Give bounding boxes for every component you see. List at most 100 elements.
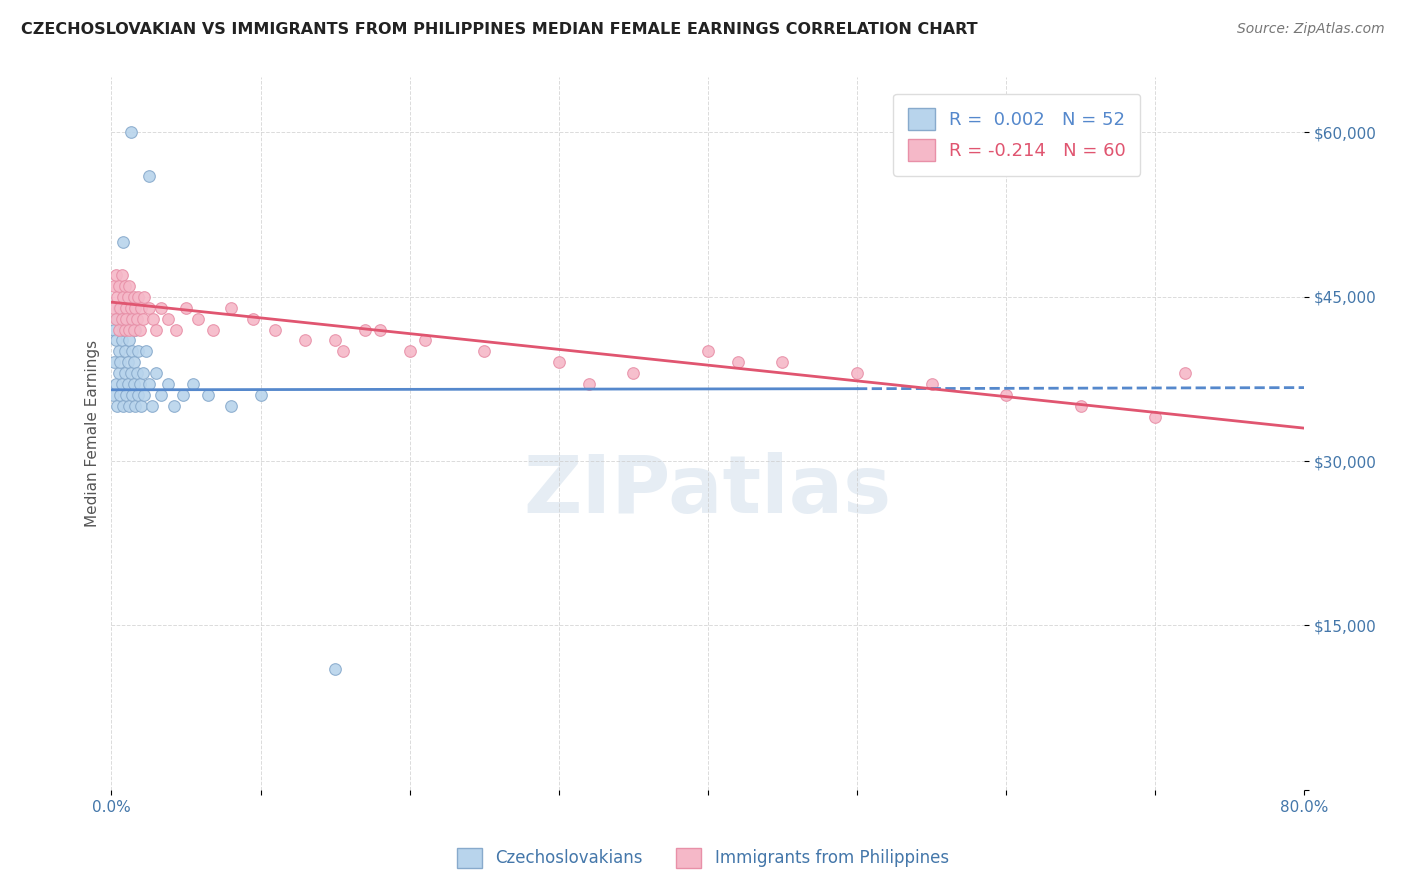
Point: [134, 388, 156, 402]
Point: [104, 268, 127, 282]
Point: [122, 290, 145, 304]
Point: [249, 388, 271, 402]
Point: [1174, 367, 1197, 381]
Point: [172, 388, 194, 402]
Point: [332, 344, 354, 359]
Point: [101, 301, 124, 315]
Point: [770, 355, 793, 369]
Point: [323, 334, 346, 348]
Point: [138, 377, 160, 392]
Point: [149, 301, 172, 315]
Point: [145, 322, 167, 336]
Point: [111, 334, 134, 348]
Point: [846, 367, 869, 381]
Point: [138, 169, 160, 183]
Point: [183, 377, 205, 392]
Point: [125, 311, 148, 326]
Point: [128, 322, 150, 336]
Point: [294, 334, 316, 348]
Point: [127, 344, 149, 359]
Point: [547, 355, 569, 369]
Point: [264, 322, 287, 336]
Point: [145, 367, 167, 381]
Point: [138, 301, 160, 315]
Point: [134, 290, 156, 304]
Point: [118, 322, 141, 336]
Point: [108, 344, 131, 359]
Point: [104, 334, 127, 348]
Point: [108, 301, 131, 315]
Point: [1144, 410, 1167, 425]
Point: [114, 322, 136, 336]
Point: [157, 311, 180, 326]
Point: [103, 322, 125, 336]
Point: [124, 322, 146, 336]
Point: [127, 388, 149, 402]
Text: ZIPatlas: ZIPatlas: [524, 451, 891, 530]
Point: [112, 322, 135, 336]
Point: [368, 322, 391, 336]
Point: [219, 301, 242, 315]
Point: [112, 235, 135, 249]
Point: [105, 290, 128, 304]
Point: [115, 301, 138, 315]
Point: [118, 278, 141, 293]
Point: [142, 311, 165, 326]
Point: [995, 388, 1018, 402]
Point: [103, 355, 125, 369]
Point: [132, 311, 155, 326]
Point: [201, 322, 224, 336]
Point: [111, 311, 134, 326]
Point: [117, 290, 139, 304]
Point: [111, 377, 134, 392]
Point: [111, 268, 134, 282]
Text: CZECHOSLOVAKIAN VS IMMIGRANTS FROM PHILIPPINES MEDIAN FEMALE EARNINGS CORRELATIO: CZECHOSLOVAKIAN VS IMMIGRANTS FROM PHILI…: [21, 22, 977, 37]
Point: [727, 355, 749, 369]
Point: [122, 355, 145, 369]
Point: [110, 301, 132, 315]
Point: [165, 322, 187, 336]
Point: [101, 388, 124, 402]
Point: [219, 399, 242, 413]
Point: [122, 322, 145, 336]
Point: [110, 388, 132, 402]
Point: [112, 399, 135, 413]
Point: [125, 367, 148, 381]
Point: [112, 290, 135, 304]
Point: [124, 399, 146, 413]
Point: [118, 334, 141, 348]
Point: [163, 399, 186, 413]
Point: [128, 377, 150, 392]
Point: [104, 377, 127, 392]
Point: [129, 399, 152, 413]
Point: [105, 399, 128, 413]
Point: [1070, 399, 1092, 413]
Point: [398, 344, 420, 359]
Point: [114, 367, 136, 381]
Point: [114, 278, 136, 293]
Point: [110, 355, 132, 369]
Point: [108, 322, 131, 336]
Point: [120, 125, 142, 139]
Point: [135, 344, 157, 359]
Point: [323, 662, 346, 676]
Point: [120, 367, 142, 381]
Point: [197, 388, 219, 402]
Point: [115, 311, 138, 326]
Point: [132, 367, 155, 381]
Point: [187, 311, 209, 326]
Point: [124, 301, 146, 315]
Point: [120, 301, 142, 315]
Point: [472, 344, 495, 359]
Point: [121, 311, 143, 326]
Point: [114, 344, 136, 359]
Point: [115, 388, 138, 402]
Point: [117, 355, 139, 369]
Point: [141, 399, 163, 413]
Point: [103, 278, 125, 293]
Legend: R =  0.002   N = 52, R = -0.214   N = 60: R = 0.002 N = 52, R = -0.214 N = 60: [893, 94, 1140, 176]
Point: [118, 399, 141, 413]
Point: [413, 334, 436, 348]
Point: [120, 311, 142, 326]
Point: [108, 278, 131, 293]
